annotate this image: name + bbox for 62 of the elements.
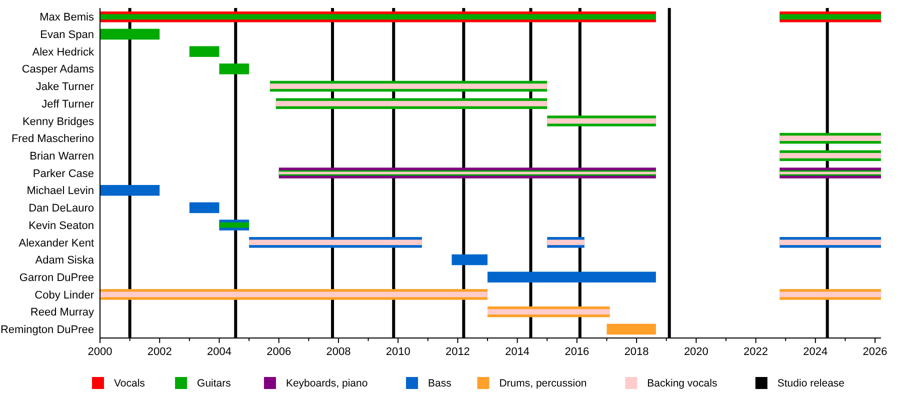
y-tick-label: Fred Mascherino: [11, 133, 94, 146]
y-tick-label: Max Bemis: [40, 12, 94, 24]
bar: [780, 292, 881, 298]
bar: [547, 240, 584, 246]
y-tick-label: Coby Linder: [34, 289, 94, 302]
bar: [488, 309, 610, 314]
x-tick-label: 2010: [386, 346, 410, 358]
y-tick-label: Jeff Turner: [42, 98, 94, 110]
legend-label: Keyboards, piano: [286, 378, 368, 390]
bar: [100, 28, 160, 40]
y-tick-label: Alex Hedrick: [32, 46, 94, 58]
bar: [219, 64, 250, 74]
bar: [100, 184, 160, 196]
x-tick-label: 2002: [147, 346, 172, 358]
x-tick-label: 2016: [564, 346, 590, 358]
x-tick-label: 2008: [326, 346, 351, 358]
x-tick-label: 2014: [505, 346, 530, 358]
y-tick-label: Reed Murray: [30, 306, 94, 319]
x-tick-label: 2018: [624, 346, 649, 358]
y-tick-label: Jake Turner: [36, 81, 94, 94]
bar: [780, 14, 881, 20]
y-tick-label: Evan Span: [40, 29, 94, 42]
bar: [547, 118, 656, 124]
legend-label: Vocals: [114, 378, 145, 390]
x-tick-label: 2004: [206, 346, 232, 358]
bar: [452, 254, 488, 266]
x-tick-label: 2000: [88, 346, 112, 358]
y-tick-label: Garron DuPree: [19, 272, 94, 284]
bar: [606, 324, 656, 335]
x-tick-label: 2006: [266, 346, 292, 358]
bar: [189, 46, 220, 57]
y-tick-label: Casper Adams: [22, 64, 94, 76]
y-tick-label: Parker Case: [32, 168, 94, 180]
bar: [270, 84, 548, 89]
bar: [780, 152, 881, 158]
y-tick-label: Kenny Bridges: [22, 116, 94, 128]
legend-label: Studio release: [777, 378, 845, 390]
bar: [780, 136, 881, 141]
y-tick-label: Alexander Kent: [18, 237, 94, 250]
bar: [249, 240, 422, 246]
y-tick-label: Adam Siska: [35, 254, 95, 267]
x-tick-label: 2022: [744, 346, 768, 358]
x-tick-label: 2012: [445, 346, 470, 358]
legend-label: Guitars: [197, 378, 231, 390]
y-tick-label: Kevin Seaton: [28, 220, 94, 232]
y-tick-label: Michael Levin: [26, 185, 94, 198]
y-tick-label: Remington DuPree: [0, 324, 94, 336]
bar: [100, 14, 656, 20]
x-tick-label: 2024: [803, 346, 828, 358]
bar: [219, 222, 250, 228]
y-tick-label: Brian Warren: [30, 150, 94, 162]
bar: [780, 240, 881, 246]
x-tick-label: 2026: [862, 346, 888, 358]
bar: [189, 202, 220, 214]
legend-label: Drums, percussion: [499, 378, 587, 390]
bar: [488, 272, 656, 282]
x-tick-label: 2020: [684, 346, 708, 358]
legend-label: Bass: [428, 378, 452, 390]
bar: [276, 100, 548, 106]
y-tick-label: Dan DeLauro: [28, 202, 94, 215]
legend-label: Backing vocals: [647, 378, 718, 390]
bar: [100, 292, 488, 298]
